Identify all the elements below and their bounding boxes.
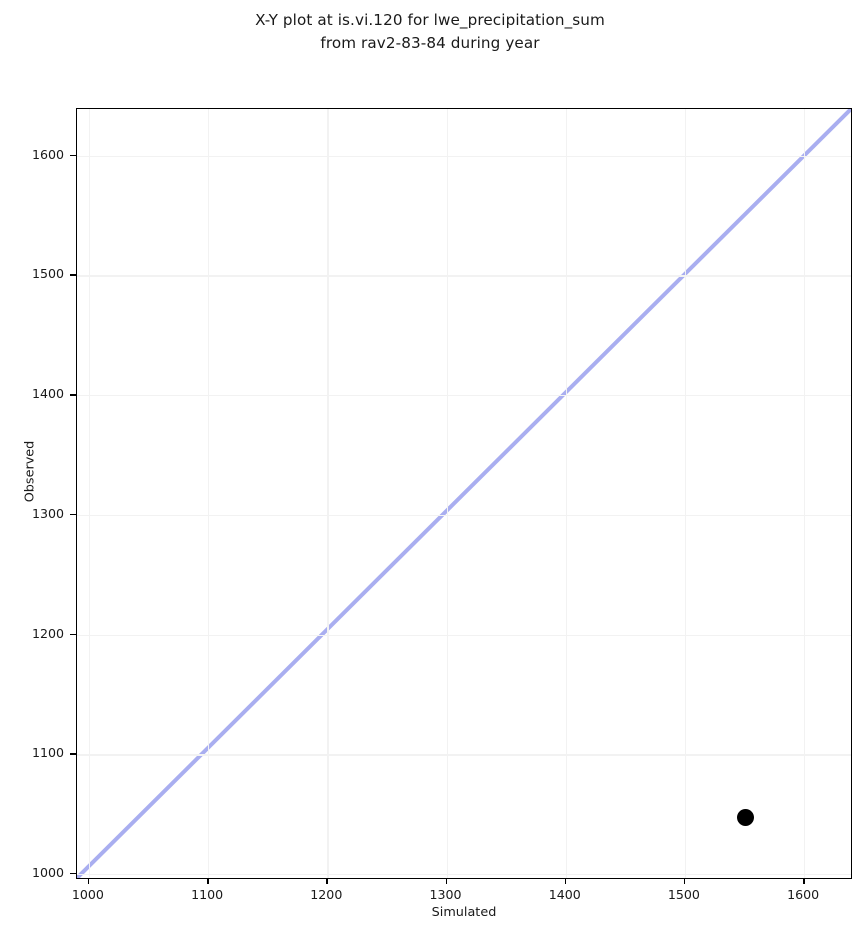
x-axis-tick: [445, 879, 447, 884]
gridline-vertical: [327, 109, 329, 878]
x-axis-tick: [207, 879, 209, 884]
x-axis-label: Simulated: [431, 905, 497, 920]
y-axis-tick: [70, 513, 76, 516]
y-axis-tick-label: 1100: [31, 745, 64, 761]
gridline-vertical: [804, 109, 806, 878]
gridline-vertical: [88, 109, 91, 878]
chart-title: X-Y plot at is.vi.120 for lwe_precipitat…: [255, 11, 605, 52]
x-axis-tick-label: 1400: [548, 887, 581, 902]
gridline-horizontal: [77, 155, 851, 157]
y-axis-tick-label: 1500: [31, 266, 64, 282]
x-axis-tick-label: 1500: [667, 887, 700, 902]
x-axis-tick-label: 1300: [429, 887, 462, 902]
x-axis-tick-label: 1200: [310, 887, 343, 902]
gridline-horizontal: [77, 754, 851, 756]
gridline-horizontal: [77, 395, 851, 397]
y-axis-tick-label: 1600: [31, 146, 64, 162]
y-axis-tick: [70, 394, 76, 396]
x-axis-tick: [564, 879, 567, 884]
y-axis-tick-label: 1300: [31, 505, 64, 521]
plot-area: [76, 108, 852, 879]
y-axis-tick-label: 1200: [31, 625, 64, 641]
y-axis-tick: [70, 873, 76, 875]
gridline-horizontal: [77, 874, 851, 876]
gridline-vertical: [684, 109, 687, 878]
y-axis-tick-label: 1400: [31, 386, 64, 402]
one-to-one-reference-line: [77, 109, 851, 878]
x-axis-tick-label: 1100: [191, 887, 224, 902]
data-point: [737, 809, 755, 827]
x-axis-tick-label: 1600: [787, 887, 820, 902]
gridline-vertical: [208, 109, 210, 878]
y-axis-tick: [70, 154, 76, 157]
y-axis-label: Observed: [22, 440, 38, 503]
x-axis-tick: [683, 879, 686, 884]
gridline-horizontal: [77, 634, 851, 636]
x-axis-tick: [87, 879, 90, 884]
y-axis-tick-label: 1000: [31, 865, 64, 880]
y-axis-tick: [70, 274, 76, 276]
x-axis-tick: [803, 879, 805, 884]
x-axis-tick: [326, 879, 328, 884]
y-axis-tick: [70, 633, 76, 635]
x-axis-tick-label: 1000: [71, 887, 104, 902]
gridline-vertical: [565, 109, 568, 878]
y-axis-tick: [70, 753, 76, 755]
gridline-horizontal: [77, 514, 851, 517]
gridline-vertical: [446, 109, 448, 878]
gridline-horizontal: [77, 275, 851, 277]
